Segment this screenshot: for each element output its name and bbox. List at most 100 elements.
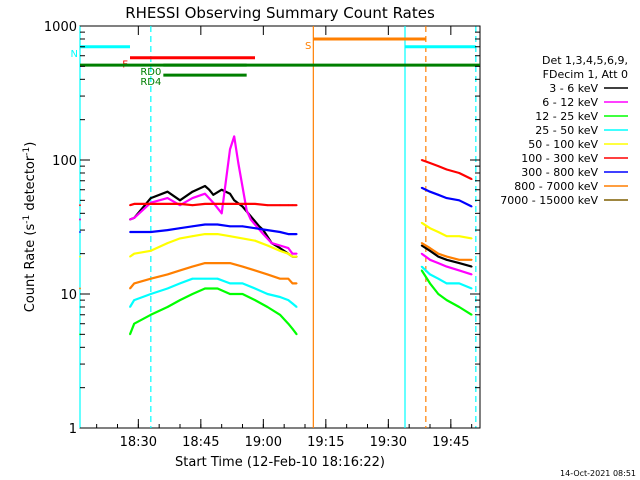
series-3-point-11 — [254, 287, 256, 290]
series-2-point-22 — [470, 313, 473, 316]
series-1-point-7 — [204, 192, 206, 195]
series-5-point-4 — [166, 203, 169, 205]
series-3-point-9 — [229, 282, 231, 285]
legend-header-line-1: Det 1,3,4,5,6,9, — [542, 54, 628, 67]
series-4-point-13 — [279, 249, 281, 252]
series-0-point-25 — [445, 258, 448, 261]
series-2-point-18 — [429, 282, 431, 285]
legend: Det 1,3,4,5,6,9, FDecim 1, Att 0 3 - 6 k… — [500, 54, 628, 207]
series-line-7 — [129, 242, 472, 290]
series-4-point-16 — [295, 255, 298, 258]
series-0-point-12 — [233, 199, 236, 202]
series-4-point-6 — [191, 235, 194, 238]
series-1-point-2 — [133, 216, 136, 219]
series-7-point-12 — [266, 273, 269, 276]
series-6-point-2 — [133, 231, 136, 233]
series-2-point-16 — [295, 333, 298, 336]
series-3-point-3 — [149, 293, 152, 295]
series-0-point-11 — [229, 192, 231, 195]
series-5-point-10 — [241, 203, 244, 205]
series-4-point-17 — [420, 221, 423, 224]
series-0-point-24 — [437, 255, 440, 258]
series-3-point-14 — [287, 299, 290, 302]
series-6-point-5 — [179, 227, 181, 230]
series-5-point-8 — [216, 203, 219, 205]
series-0-point-26 — [458, 262, 461, 265]
series-6-point-18 — [429, 190, 431, 193]
legend-label-6: 300 - 800 keV — [521, 166, 598, 179]
series-4-point-5 — [179, 237, 181, 240]
series-6-point-14 — [287, 233, 290, 235]
series-5-point-14 — [287, 204, 290, 207]
series-7-point-7 — [204, 262, 206, 265]
series-6-point-10 — [241, 225, 244, 228]
series-5-point-6 — [191, 204, 194, 207]
series-line-5 — [129, 158, 473, 207]
series-5-point-3 — [149, 203, 152, 205]
series-1-point-25 — [445, 265, 448, 268]
series-5-point-17 — [420, 159, 423, 161]
series-1-point-6 — [191, 197, 194, 199]
annotation-label-0: N — [71, 49, 78, 60]
plot-area: NFSRD0RD4 18:3018:4519:0019:1519:3019:45… — [44, 20, 481, 450]
series-6-point-20 — [445, 197, 448, 199]
legend-label-5: 100 - 300 keV — [521, 152, 598, 165]
series-1-point-20 — [291, 252, 294, 255]
series-1-point-18 — [279, 244, 281, 247]
series-4-point-20 — [445, 235, 448, 238]
x-axis-ticks: 18:30 18:45 19:00 19:15 19:30 19:45 — [96, 26, 473, 450]
series-1-point-16 — [262, 233, 265, 235]
series-6-point-17 — [420, 186, 423, 189]
series-0-point-18 — [279, 247, 281, 250]
series-3-point-12 — [266, 293, 269, 295]
series-7-point-0 — [79, 287, 81, 290]
series-1-point-27 — [470, 273, 473, 276]
series-0-point-3 — [149, 197, 152, 199]
series-2-point-1 — [129, 333, 131, 336]
series-5-point-16 — [295, 204, 298, 207]
series-3-point-4 — [166, 287, 169, 290]
legend-label-7: 800 - 7000 keV — [514, 180, 598, 193]
series-4-point-9 — [229, 235, 231, 238]
series-4-point-15 — [291, 255, 294, 258]
legend-label-4: 50 - 100 keV — [528, 138, 598, 151]
series-2-point-14 — [287, 322, 290, 325]
series-3-point-20 — [445, 282, 448, 285]
series-1-point-11 — [233, 135, 236, 138]
series-7-point-16 — [295, 282, 298, 285]
series-6-point-19 — [437, 193, 440, 196]
series-3-point-18 — [429, 273, 431, 276]
y-axis-label-mid: detector — [23, 155, 38, 215]
series-5-point-21 — [458, 172, 461, 174]
series-5-point-15 — [291, 204, 294, 207]
series-3-point-2 — [133, 299, 136, 302]
series-2-point-15 — [291, 327, 294, 330]
series-7-point-21 — [458, 258, 461, 261]
x-tick-label-5: 19:45 — [432, 435, 469, 450]
series-lines — [79, 135, 473, 336]
series-1-point-13 — [245, 209, 248, 212]
series-6-point-21 — [458, 199, 461, 202]
series-2-point-5 — [179, 299, 181, 302]
series-1-point-14 — [249, 218, 252, 221]
series-2-point-13 — [279, 313, 281, 316]
series-2-point-19 — [437, 293, 440, 295]
series-7-point-15 — [291, 282, 294, 285]
series-6-point-11 — [254, 227, 256, 230]
series-0-point-8 — [208, 188, 211, 191]
series-7-point-10 — [241, 265, 244, 268]
series-2-point-6 — [191, 293, 194, 295]
annotation-label-5: RD0 — [140, 67, 161, 78]
x-tick-label-0: 18:30 — [120, 435, 157, 450]
y-axis-label-main: Count Rate (s — [23, 224, 38, 313]
series-1-point-24 — [437, 262, 440, 265]
series-2-point-21 — [458, 306, 461, 308]
series-5-point-11 — [254, 203, 256, 205]
series-3-point-22 — [470, 287, 473, 290]
series-3-point-16 — [295, 306, 298, 308]
series-4-point-1 — [129, 255, 131, 258]
series-2-point-2 — [133, 322, 136, 325]
annotation-label-6: RD4 — [140, 77, 161, 88]
series-3-point-10 — [241, 282, 244, 285]
